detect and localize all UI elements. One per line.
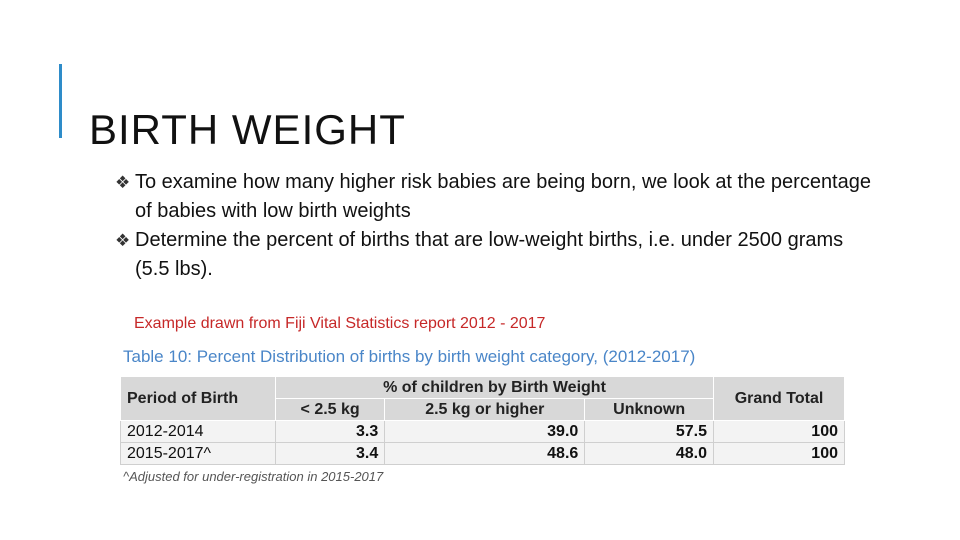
subheader-under-2-5kg: < 2.5 kg [274, 398, 386, 421]
table-figure: Table 10: Percent Distribution of births… [120, 345, 850, 484]
cell-under-2-5kg: 3.3 [274, 420, 386, 443]
cell-under-2-5kg: 3.4 [274, 442, 386, 465]
header-birth-weight-group: % of children by Birth Weight [275, 376, 714, 399]
diamond-bullet-icon: ❖ [115, 231, 131, 250]
cell-grand-total: 100 [713, 442, 845, 465]
table-footnote: ^Adjusted for under-registration in 2015… [123, 469, 384, 484]
source-note: Example drawn from Fiji Vital Statistics… [134, 315, 546, 332]
table-caption: Table 10: Percent Distribution of births… [123, 347, 696, 366]
diamond-bullet-icon: ❖ [115, 173, 131, 192]
header-period: Period of Birth [120, 376, 276, 421]
table-row: 2012-2014 3.3 39.0 57.5 100 [120, 420, 845, 443]
subheader-unknown: Unknown [584, 398, 714, 421]
bullet-item: ❖ Determine the percent of births that a… [115, 226, 875, 284]
table-row: 2015-2017^ 3.4 48.6 48.0 100 [120, 442, 845, 465]
bullet-text: To examine how many higher risk babies a… [135, 171, 871, 222]
cell-period: 2012-2014 [120, 420, 276, 443]
cell-unknown: 57.5 [584, 420, 714, 443]
subheader-2-5kg-or-higher: 2.5 kg or higher [384, 398, 586, 421]
bullet-item: ❖ To examine how many higher risk babies… [115, 168, 875, 226]
bullet-list: ❖ To examine how many higher risk babies… [115, 168, 875, 284]
birth-weight-table: Period of Birth % of children by Birth W… [120, 376, 845, 465]
cell-unknown: 48.0 [584, 442, 714, 465]
cell-period: 2015-2017^ [120, 442, 276, 465]
title-accent-bar [59, 64, 62, 138]
bullet-text: Determine the percent of births that are… [135, 229, 844, 280]
cell-2-5kg-or-higher: 48.6 [384, 442, 586, 465]
cell-grand-total: 100 [713, 420, 845, 443]
slide-title: BIRTH WEIGHT [89, 106, 406, 154]
header-grand-total: Grand Total [713, 376, 845, 421]
cell-2-5kg-or-higher: 39.0 [384, 420, 586, 443]
